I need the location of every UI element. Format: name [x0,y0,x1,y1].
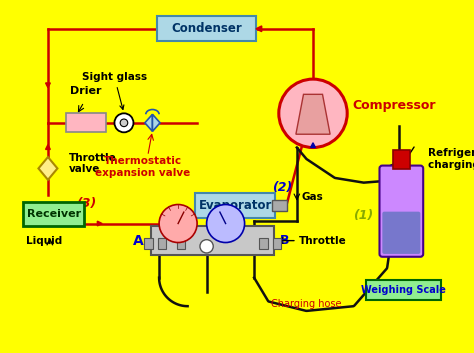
Text: (1): (1) [353,209,374,222]
Circle shape [159,204,197,243]
Polygon shape [310,143,315,148]
Circle shape [279,79,347,148]
Polygon shape [145,114,153,131]
Text: Receiver: Receiver [27,209,81,219]
Text: Sight glass: Sight glass [82,72,147,109]
FancyBboxPatch shape [273,238,281,249]
Text: B: B [280,234,289,247]
Circle shape [120,119,128,127]
FancyBboxPatch shape [157,17,256,41]
Text: Throttle
valve: Throttle valve [69,153,117,174]
FancyBboxPatch shape [145,238,153,249]
FancyBboxPatch shape [195,193,275,218]
Text: Thermostatic
expansion valve: Thermostatic expansion valve [95,156,191,178]
Circle shape [114,113,134,132]
Text: Throttle: Throttle [299,235,346,246]
Text: Weighing Scale: Weighing Scale [361,285,446,295]
FancyBboxPatch shape [380,166,423,257]
Text: Charging hose: Charging hose [271,299,342,309]
FancyBboxPatch shape [259,238,268,249]
Text: (3): (3) [76,197,97,210]
FancyBboxPatch shape [393,150,410,169]
FancyBboxPatch shape [66,113,106,132]
Text: Condenser: Condenser [171,22,242,35]
Text: Gas: Gas [301,192,323,202]
FancyBboxPatch shape [158,238,166,249]
Circle shape [200,240,213,253]
Text: Compressor: Compressor [352,99,436,112]
Text: Refrigerant
charging bottle: Refrigerant charging bottle [428,148,474,170]
Polygon shape [46,83,50,88]
Polygon shape [256,26,262,32]
FancyBboxPatch shape [23,202,84,226]
FancyBboxPatch shape [177,238,185,249]
Text: (2): (2) [272,181,292,194]
Circle shape [207,204,245,243]
Text: Drier: Drier [70,86,102,96]
Polygon shape [46,145,50,149]
FancyBboxPatch shape [366,280,441,300]
Polygon shape [38,157,57,180]
FancyBboxPatch shape [272,200,287,211]
Polygon shape [97,221,102,226]
Text: Liquid: Liquid [26,235,62,246]
Polygon shape [296,94,330,134]
Polygon shape [153,114,160,131]
FancyBboxPatch shape [152,226,274,255]
Text: Evaporator: Evaporator [199,199,272,212]
FancyBboxPatch shape [383,212,420,254]
Text: A: A [133,234,144,247]
